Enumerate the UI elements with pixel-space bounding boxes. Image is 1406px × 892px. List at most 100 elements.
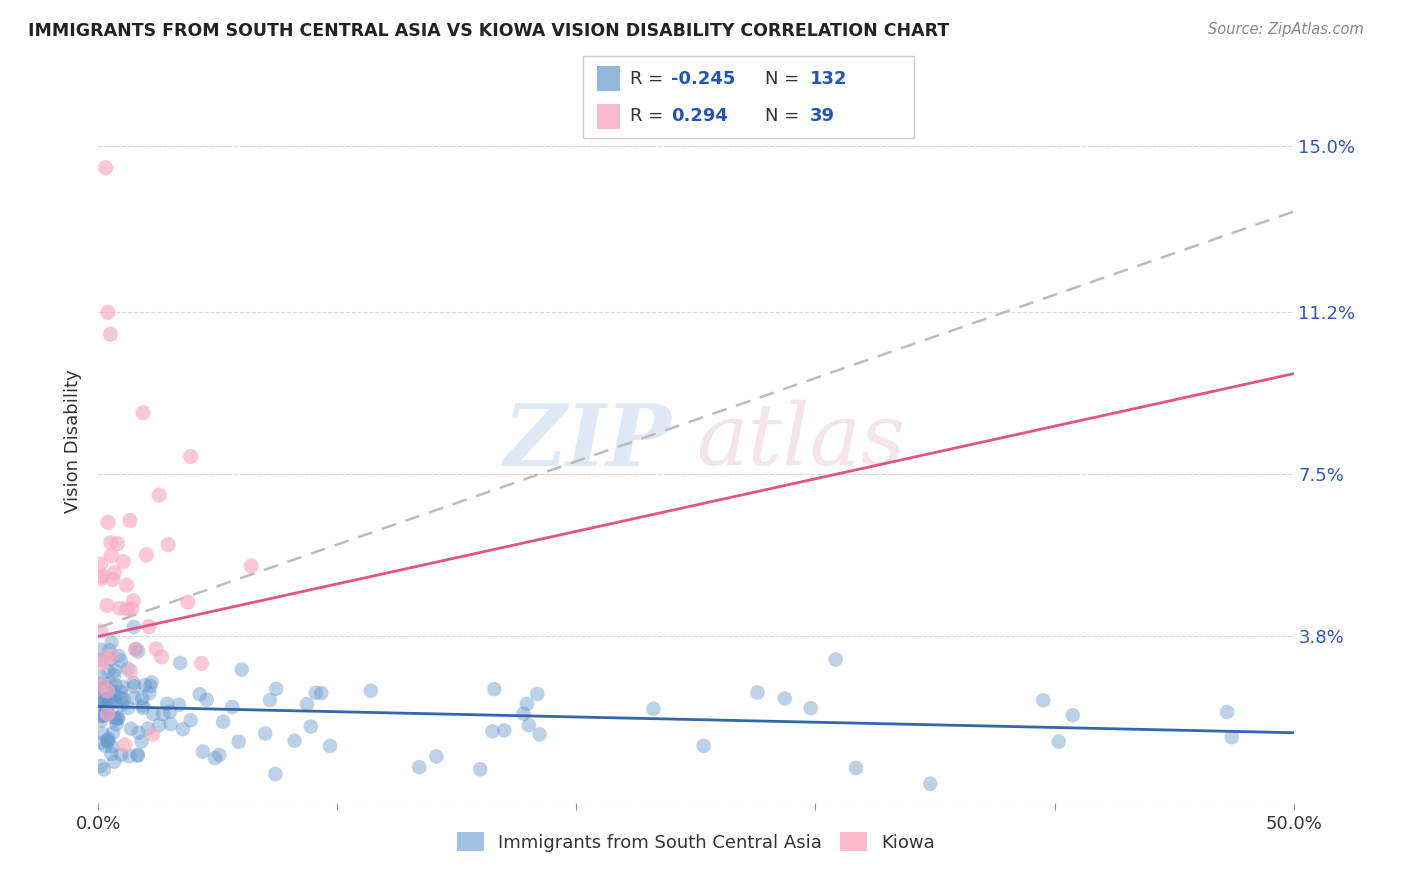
Point	[90, 653, 112, 667]
Point	[100, 635, 122, 649]
Text: 132: 132	[810, 70, 848, 87]
Point	[1032, 693, 1054, 707]
Text: ZIP: ZIP	[505, 400, 672, 483]
Point	[115, 578, 138, 592]
Point	[156, 697, 179, 711]
Point	[112, 555, 135, 569]
Point	[96, 683, 118, 698]
Point	[408, 760, 430, 774]
Point	[132, 698, 155, 713]
Point	[96, 599, 118, 613]
Point	[107, 648, 129, 663]
Point	[190, 657, 212, 671]
Point	[142, 727, 165, 741]
Point	[100, 535, 122, 549]
Point	[228, 735, 250, 749]
Point	[97, 733, 120, 747]
Point	[1047, 734, 1070, 748]
Point	[167, 698, 190, 712]
Point	[124, 690, 146, 705]
Point	[90, 557, 112, 571]
Point	[97, 700, 120, 714]
Point	[1062, 708, 1084, 723]
Point	[91, 681, 114, 695]
Point	[90, 709, 112, 723]
Point	[90, 572, 112, 586]
Point	[103, 755, 125, 769]
Point	[319, 739, 342, 753]
Point	[93, 694, 115, 708]
Point	[104, 688, 127, 702]
Point	[132, 701, 155, 715]
Point	[94, 161, 117, 175]
Point	[103, 668, 125, 682]
Point	[159, 717, 181, 731]
Point	[90, 657, 112, 672]
Point	[98, 676, 121, 690]
Point	[105, 717, 128, 731]
Text: IMMIGRANTS FROM SOUTH CENTRAL ASIA VS KIOWA VISION DISABILITY CORRELATION CHART: IMMIGRANTS FROM SOUTH CENTRAL ASIA VS KI…	[28, 22, 949, 40]
Point	[98, 327, 122, 342]
Point	[90, 736, 112, 750]
Point	[91, 569, 114, 583]
Point	[122, 593, 145, 607]
Point	[231, 663, 253, 677]
Point	[120, 665, 142, 679]
Point	[100, 747, 122, 761]
Point	[264, 681, 287, 696]
Point	[132, 406, 155, 420]
Point	[105, 712, 128, 726]
Point	[264, 767, 287, 781]
Point	[177, 595, 200, 609]
Point	[221, 700, 243, 714]
Point	[96, 704, 118, 718]
Text: N =: N =	[765, 107, 804, 125]
Point	[425, 749, 447, 764]
Point	[96, 700, 118, 714]
Point	[195, 692, 218, 706]
Point	[824, 652, 846, 666]
Text: atlas: atlas	[696, 401, 905, 483]
Point	[142, 706, 165, 721]
Point	[94, 739, 117, 753]
Point	[127, 644, 149, 658]
Text: R =: R =	[630, 107, 669, 125]
Point	[145, 641, 167, 656]
Point	[516, 697, 538, 711]
Point	[643, 702, 665, 716]
Point	[1216, 705, 1239, 719]
Point	[128, 725, 150, 739]
Point	[526, 687, 548, 701]
Point	[120, 722, 142, 736]
Point	[90, 670, 112, 684]
Point	[94, 650, 117, 665]
Point	[114, 738, 136, 752]
Point	[104, 664, 127, 678]
Point	[135, 548, 157, 562]
Point	[108, 601, 131, 615]
Point	[90, 759, 112, 773]
Point	[96, 706, 118, 721]
Point	[93, 763, 115, 777]
Point	[136, 722, 159, 736]
Point	[101, 739, 124, 754]
Point	[110, 654, 132, 668]
Point	[91, 678, 114, 692]
Point	[110, 685, 132, 699]
Text: 0.294: 0.294	[672, 107, 728, 125]
Point	[124, 642, 146, 657]
Point	[254, 726, 277, 740]
Point	[122, 620, 145, 634]
Point	[104, 710, 127, 724]
Point	[90, 643, 112, 657]
Point	[172, 722, 194, 736]
Text: R =: R =	[630, 70, 669, 87]
Point	[118, 513, 141, 527]
Point	[97, 305, 120, 319]
Point	[91, 707, 114, 722]
Text: N =: N =	[765, 70, 804, 87]
Point	[470, 762, 492, 776]
Text: 39: 39	[810, 107, 835, 125]
Point	[283, 733, 305, 747]
Point	[157, 538, 180, 552]
